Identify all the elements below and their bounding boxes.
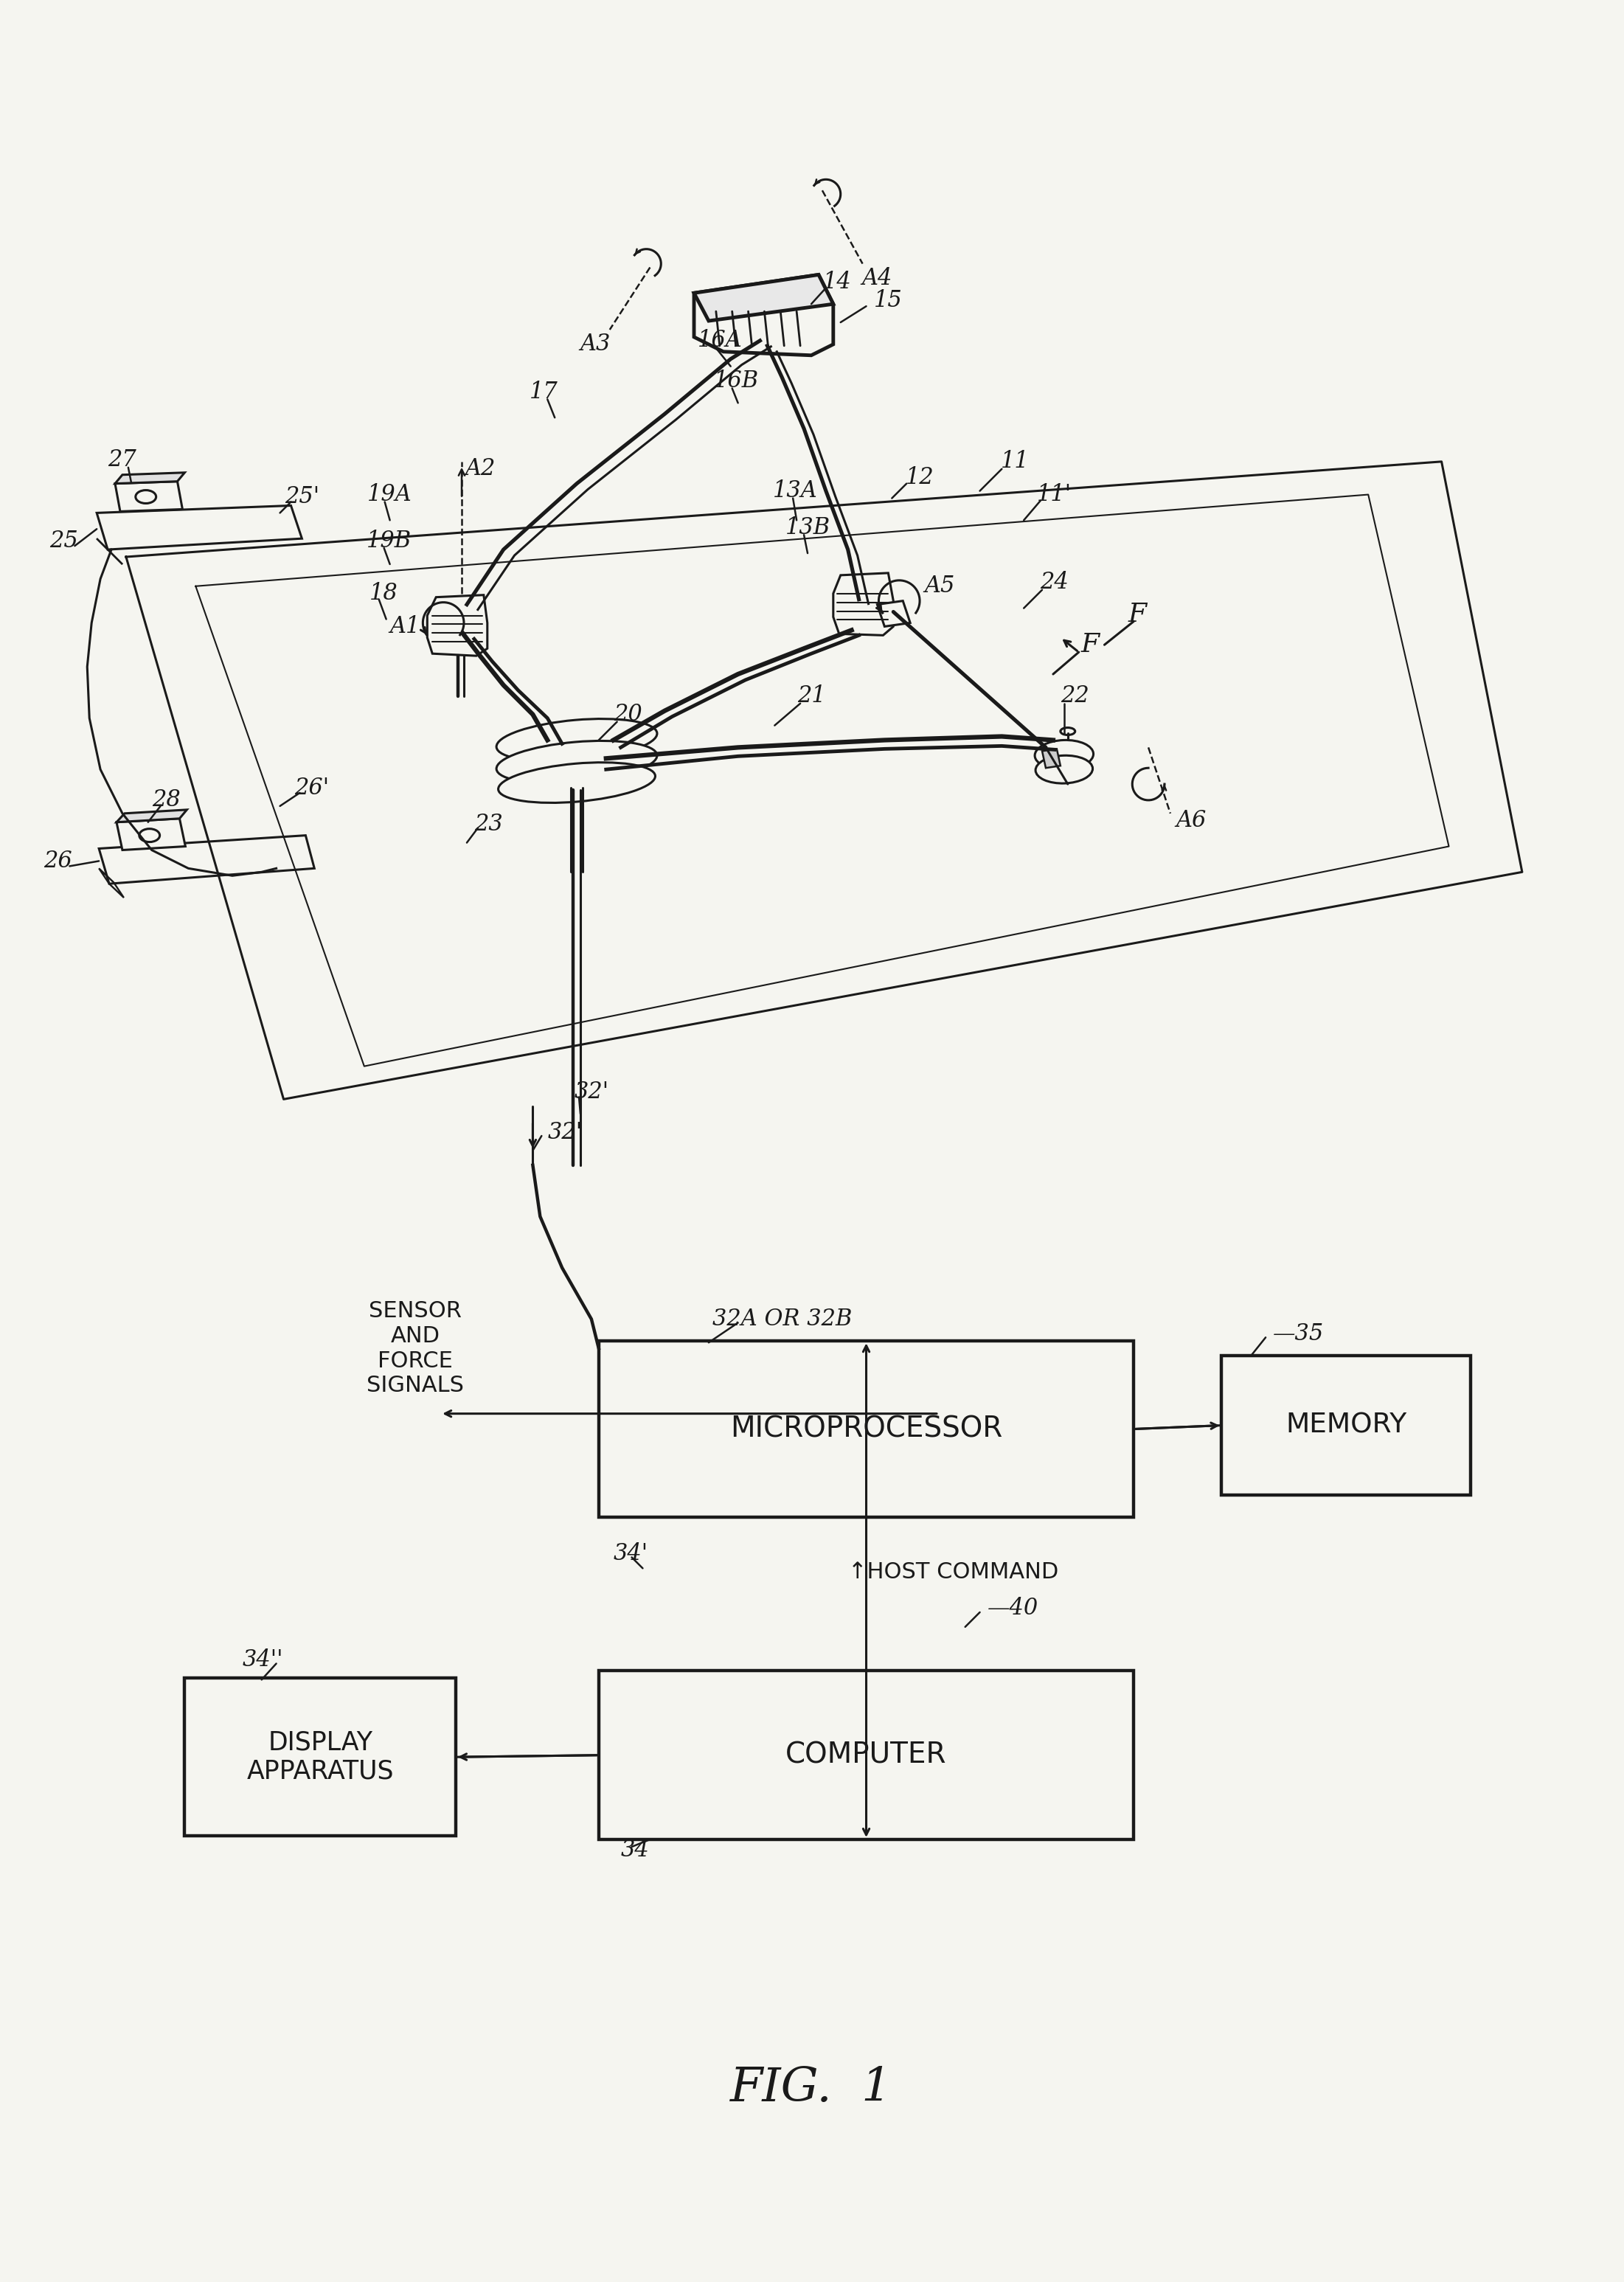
Text: 20: 20 <box>614 703 643 726</box>
Text: A4: A4 <box>862 267 893 290</box>
Ellipse shape <box>499 762 654 803</box>
Ellipse shape <box>1060 728 1075 735</box>
Bar <box>1221 1356 1471 1495</box>
Text: DISPLAY
APPARATUS: DISPLAY APPARATUS <box>247 1730 393 1785</box>
Text: SENSOR
AND
FORCE
SIGNALS: SENSOR AND FORCE SIGNALS <box>367 1301 464 1397</box>
Text: MICROPROCESSOR: MICROPROCESSOR <box>731 1415 1002 1442</box>
Text: MEMORY: MEMORY <box>1286 1413 1406 1438</box>
Text: 34'': 34'' <box>242 1648 284 1670</box>
Text: F: F <box>1080 632 1099 657</box>
Text: A2: A2 <box>464 456 495 479</box>
Text: A5: A5 <box>924 575 955 598</box>
Text: 16B: 16B <box>715 370 758 393</box>
Bar <box>599 1342 1134 1518</box>
Polygon shape <box>117 819 185 849</box>
Text: A1: A1 <box>390 616 421 639</box>
Text: 16A: 16A <box>697 329 742 351</box>
Text: 19B: 19B <box>367 529 411 552</box>
Text: 32': 32' <box>573 1079 609 1102</box>
Text: 11': 11' <box>1038 484 1072 507</box>
Ellipse shape <box>140 828 159 842</box>
Text: COMPUTER: COMPUTER <box>786 1741 947 1769</box>
Text: 25': 25' <box>284 486 320 509</box>
Polygon shape <box>117 810 187 822</box>
Bar <box>185 1677 456 1835</box>
Polygon shape <box>99 835 315 883</box>
Ellipse shape <box>497 719 658 762</box>
Text: 17: 17 <box>529 381 559 404</box>
Polygon shape <box>97 507 302 550</box>
Text: 22: 22 <box>1060 685 1090 707</box>
Text: 13B: 13B <box>784 516 830 539</box>
Ellipse shape <box>1034 739 1093 769</box>
Text: 21: 21 <box>797 685 825 707</box>
Text: A6: A6 <box>1176 810 1207 833</box>
Text: 28: 28 <box>153 790 180 812</box>
Text: F: F <box>1129 602 1147 628</box>
Text: 11: 11 <box>1000 450 1030 472</box>
Polygon shape <box>877 600 909 628</box>
Text: 14: 14 <box>823 272 851 294</box>
Text: 26: 26 <box>44 849 71 872</box>
Text: ↑HOST COMMAND: ↑HOST COMMAND <box>848 1561 1059 1584</box>
Text: 32': 32' <box>547 1120 581 1143</box>
Text: 19A: 19A <box>367 484 412 507</box>
Polygon shape <box>115 472 185 484</box>
Polygon shape <box>833 573 893 634</box>
Polygon shape <box>115 482 182 511</box>
Text: 15: 15 <box>874 290 903 313</box>
Text: —35: —35 <box>1273 1321 1324 1344</box>
Polygon shape <box>427 596 487 655</box>
Text: 32A OR 32B: 32A OR 32B <box>711 1308 851 1330</box>
Text: A3: A3 <box>580 333 611 356</box>
Text: 25: 25 <box>49 529 78 552</box>
Text: 24: 24 <box>1041 570 1069 593</box>
Text: 23: 23 <box>474 812 503 835</box>
Text: 26': 26' <box>294 776 328 799</box>
Polygon shape <box>1043 748 1060 769</box>
Ellipse shape <box>1036 755 1093 783</box>
Text: 27: 27 <box>109 450 136 472</box>
Ellipse shape <box>135 491 156 504</box>
Ellipse shape <box>497 742 658 783</box>
Text: FIG.  1: FIG. 1 <box>731 2065 892 2111</box>
Text: —40: —40 <box>987 1597 1038 1620</box>
Text: 13A: 13A <box>773 479 817 502</box>
Text: 12: 12 <box>906 466 934 488</box>
Text: 18: 18 <box>370 582 398 605</box>
Text: 34': 34' <box>614 1543 648 1565</box>
Polygon shape <box>693 274 833 356</box>
Polygon shape <box>693 274 833 322</box>
Text: 34: 34 <box>620 1839 650 1862</box>
Bar <box>599 1670 1134 1839</box>
